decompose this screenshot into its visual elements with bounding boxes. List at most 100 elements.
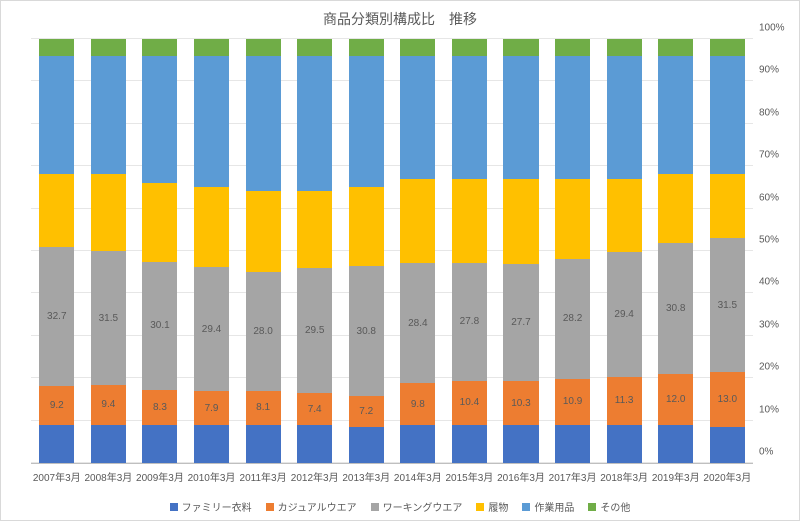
segment-other	[607, 39, 642, 56]
segment-footwear	[658, 174, 693, 243]
segment-working: 30.1	[142, 262, 177, 390]
x-tick-label: 2013年3月	[342, 469, 390, 484]
bar-slot: 9.828.42014年3月	[392, 39, 444, 463]
legend-item-working: ワーキングウエア	[371, 499, 463, 514]
legend-swatch	[476, 503, 484, 511]
segment-casual: 7.2	[349, 396, 384, 427]
legend-swatch	[522, 503, 530, 511]
bar-slot: 10.427.82015年3月	[444, 39, 496, 463]
segment-other	[246, 39, 281, 56]
segment-other	[658, 39, 693, 56]
stacked-bar: 9.431.5	[91, 39, 126, 463]
segment-working: 32.7	[39, 247, 74, 386]
chart-title: 商品分類別構成比 推移	[1, 9, 799, 29]
segment-other	[91, 39, 126, 56]
stacked-bar: 7.429.5	[297, 39, 332, 463]
segment-family	[452, 425, 487, 463]
segment-family	[349, 427, 384, 463]
stacked-bar: 9.232.7	[39, 39, 74, 463]
x-tick-label: 2020年3月	[703, 469, 751, 484]
segment-supplies	[349, 56, 384, 187]
bar-slot: 7.929.42010年3月	[186, 39, 238, 463]
y-tick-label: 100%	[759, 23, 793, 34]
segment-family	[710, 427, 745, 463]
segment-casual: 10.4	[452, 381, 487, 425]
stacked-bar: 7.929.4	[194, 39, 229, 463]
segment-other	[555, 39, 590, 56]
x-tick-label: 2010年3月	[188, 469, 236, 484]
x-tick-label: 2008年3月	[84, 469, 132, 484]
legend-label: 作業用品	[534, 499, 574, 514]
segment-working: 30.8	[349, 266, 384, 397]
segment-casual: 12.0	[658, 374, 693, 425]
segment-other	[142, 39, 177, 56]
y-tick-label: 60%	[759, 192, 793, 203]
x-tick-label: 2014年3月	[394, 469, 442, 484]
bars-container: 9.232.72007年3月9.431.52008年3月8.330.12009年…	[31, 39, 753, 463]
legend-item-supplies: 作業用品	[522, 499, 574, 514]
segment-footwear	[39, 174, 74, 247]
bar-slot: 8.128.02011年3月	[237, 39, 289, 463]
legend-label: ファミリー衣料	[182, 499, 252, 514]
y-tick-label: 80%	[759, 107, 793, 118]
segment-working: 28.0	[246, 272, 281, 391]
segment-supplies	[400, 56, 435, 179]
segment-working: 28.4	[400, 263, 435, 383]
segment-supplies	[39, 56, 74, 174]
segment-supplies	[297, 56, 332, 192]
legend-label: ワーキングウエア	[383, 499, 463, 514]
segment-other	[39, 39, 74, 56]
segment-working: 29.5	[297, 268, 332, 393]
legend: ファミリー衣料カジュアルウエア ワーキングウエア 履物 作業用品その他	[1, 499, 799, 514]
segment-supplies	[658, 56, 693, 175]
segment-working: 29.4	[607, 252, 642, 377]
segment-casual: 8.3	[142, 390, 177, 425]
segment-family	[91, 425, 126, 463]
segment-other	[503, 39, 538, 56]
stacked-bar: 9.828.4	[400, 39, 435, 463]
bar-slot: 9.431.52008年3月	[83, 39, 135, 463]
x-tick-label: 2009年3月	[136, 469, 184, 484]
segment-working: 31.5	[710, 238, 745, 372]
legend-item-other: その他	[588, 499, 630, 514]
bar-slot: 10.928.22017年3月	[547, 39, 599, 463]
segment-casual: 7.4	[297, 393, 332, 424]
legend-label: 履物	[488, 499, 508, 514]
segment-footwear	[555, 179, 590, 260]
segment-other	[349, 39, 384, 56]
segment-family	[607, 425, 642, 463]
segment-supplies	[555, 56, 590, 179]
stacked-bar: 13.031.5	[710, 39, 745, 463]
segment-other	[710, 39, 745, 56]
segment-working: 28.2	[555, 259, 590, 379]
segment-other	[400, 39, 435, 56]
x-tick-label: 2017年3月	[549, 469, 597, 484]
segment-working: 30.8	[658, 243, 693, 374]
legend-item-casual: カジュアルウエア	[266, 499, 357, 514]
segment-footwear	[400, 179, 435, 263]
segment-family	[39, 425, 74, 463]
segment-working: 31.5	[91, 251, 126, 385]
segment-footwear	[194, 187, 229, 267]
stacked-bar: 8.128.0	[246, 39, 281, 463]
segment-other	[194, 39, 229, 56]
segment-family	[246, 425, 281, 463]
segment-working: 27.7	[503, 264, 538, 381]
segment-other	[452, 39, 487, 56]
y-tick-label: 40%	[759, 277, 793, 288]
x-tick-label: 2016年3月	[497, 469, 545, 484]
segment-family	[194, 425, 229, 463]
segment-casual: 13.0	[710, 372, 745, 427]
segment-casual: 9.4	[91, 385, 126, 425]
segment-family	[658, 425, 693, 463]
segment-family	[400, 425, 435, 463]
x-tick-label: 2018年3月	[600, 469, 648, 484]
segment-supplies	[246, 56, 281, 192]
plot-area: 0%10%20%30%40%50%60%70%80%90%100% 9.232.…	[31, 39, 753, 464]
stacked-bar-chart: 商品分類別構成比 推移 0%10%20%30%40%50%60%70%80%90…	[0, 0, 800, 521]
stacked-bar: 10.928.2	[555, 39, 590, 463]
bar-slot: 10.327.72016年3月	[495, 39, 547, 463]
segment-footwear	[503, 179, 538, 264]
segment-supplies	[91, 56, 126, 174]
y-tick-label: 90%	[759, 65, 793, 76]
